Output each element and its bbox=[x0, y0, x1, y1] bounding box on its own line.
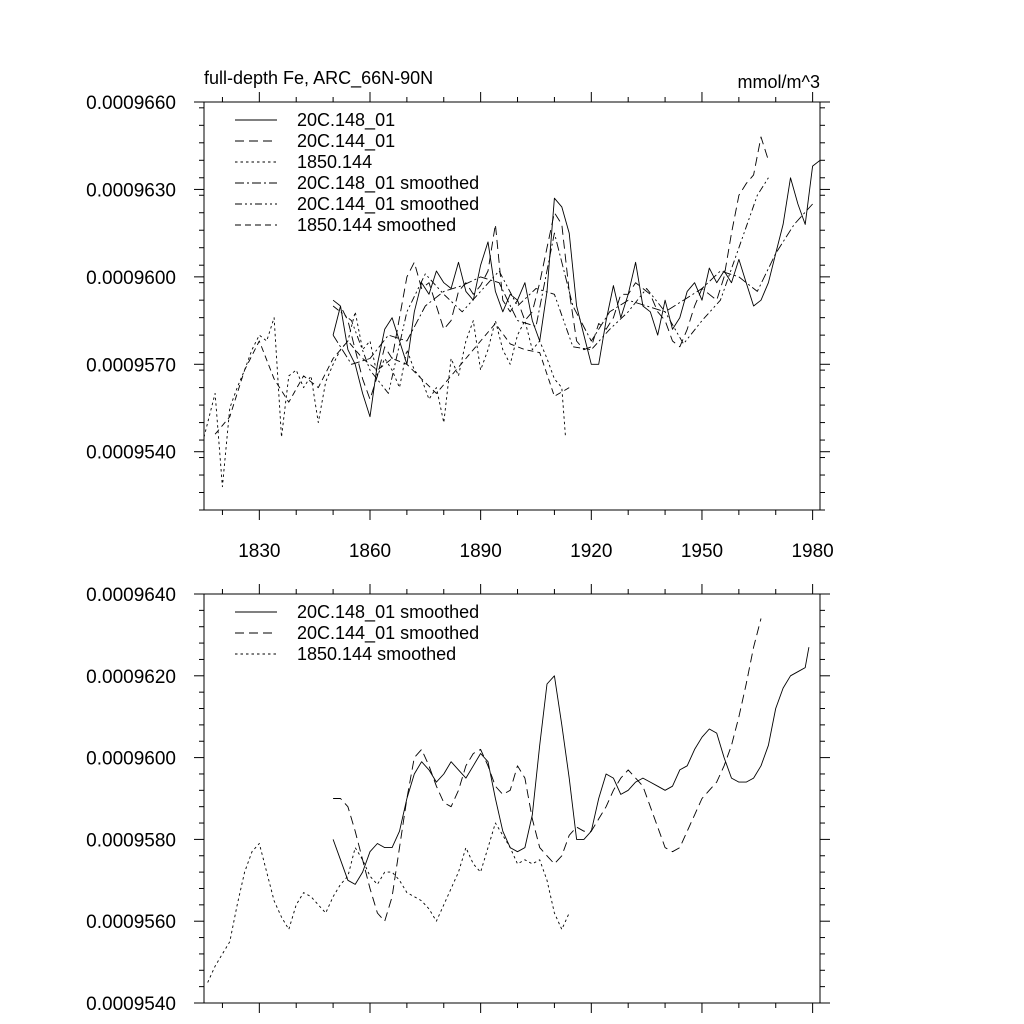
y-tick-label: 0.0009580 bbox=[86, 830, 176, 851]
series-line-20c-144-01 bbox=[332, 136, 769, 400]
y-tick-label: 0.0009620 bbox=[86, 667, 176, 688]
series-line-1850-144-smoothed bbox=[207, 822, 570, 983]
legend-label: 20C.144_01 smoothed bbox=[297, 623, 479, 644]
y-tick-label: 0.0009570 bbox=[86, 355, 176, 376]
x-tick-label: 1860 bbox=[349, 541, 391, 562]
x-tick-label: 1980 bbox=[791, 541, 833, 562]
y-tick-label: 0.0009540 bbox=[86, 994, 176, 1015]
x-tick-label: 1890 bbox=[460, 541, 502, 562]
top-plot: 1830 1860 1890 1920 1950 1980 0.0009540 0.00095… bbox=[86, 68, 834, 562]
x-tick-label: 1830 bbox=[238, 541, 280, 562]
y-tick-label: 0.0009660 bbox=[86, 93, 176, 114]
y-tick-label: 0.0009640 bbox=[86, 585, 176, 606]
legend-label: 20C.148_01 smoothed bbox=[297, 173, 479, 194]
series-line-20c-144-01-smoothed bbox=[332, 177, 769, 394]
legend-label: 20C.148_01 smoothed bbox=[297, 602, 479, 623]
series-line-20c-148-01-smoothed bbox=[332, 647, 810, 885]
plot-frame bbox=[203, 101, 821, 511]
units-label: mmol/m^3 bbox=[738, 72, 820, 92]
series-line-1850-144 bbox=[204, 311, 566, 488]
series-group bbox=[204, 136, 820, 488]
bottom-plot: 0.0009540 0.0009560 0.0009580 0.0009600 0.00… bbox=[86, 584, 830, 1015]
legend-label: 1850.144 bbox=[297, 152, 372, 172]
legend-label: 1850.144 smoothed bbox=[297, 644, 456, 664]
x-tick-label: 1920 bbox=[570, 541, 612, 562]
x-tick-label: 1950 bbox=[681, 541, 723, 562]
legend-label: 20C.144_01 bbox=[297, 131, 395, 152]
y-tick-label: 0.0009560 bbox=[86, 912, 176, 933]
series-line-20c-144-01-smoothed bbox=[333, 618, 762, 922]
y-tick-label: 0.0009600 bbox=[86, 268, 176, 289]
plot-frame bbox=[203, 593, 821, 1004]
legend-label: 20C.144_01 smoothed bbox=[297, 194, 479, 215]
legend-label: 1850.144 smoothed bbox=[297, 215, 456, 235]
legend-label: 20C.148_01 bbox=[297, 110, 395, 131]
chart-title: full-depth Fe, ARC_66N-90N bbox=[204, 68, 433, 89]
series-line-1850-144-smoothed bbox=[214, 323, 570, 435]
series-group bbox=[207, 618, 810, 983]
y-tick-label: 0.0009600 bbox=[86, 749, 176, 770]
y-tick-label: 0.0009540 bbox=[86, 443, 176, 464]
series-line-20c-148-01 bbox=[332, 159, 820, 418]
y-tick-label: 0.0009630 bbox=[86, 180, 176, 201]
